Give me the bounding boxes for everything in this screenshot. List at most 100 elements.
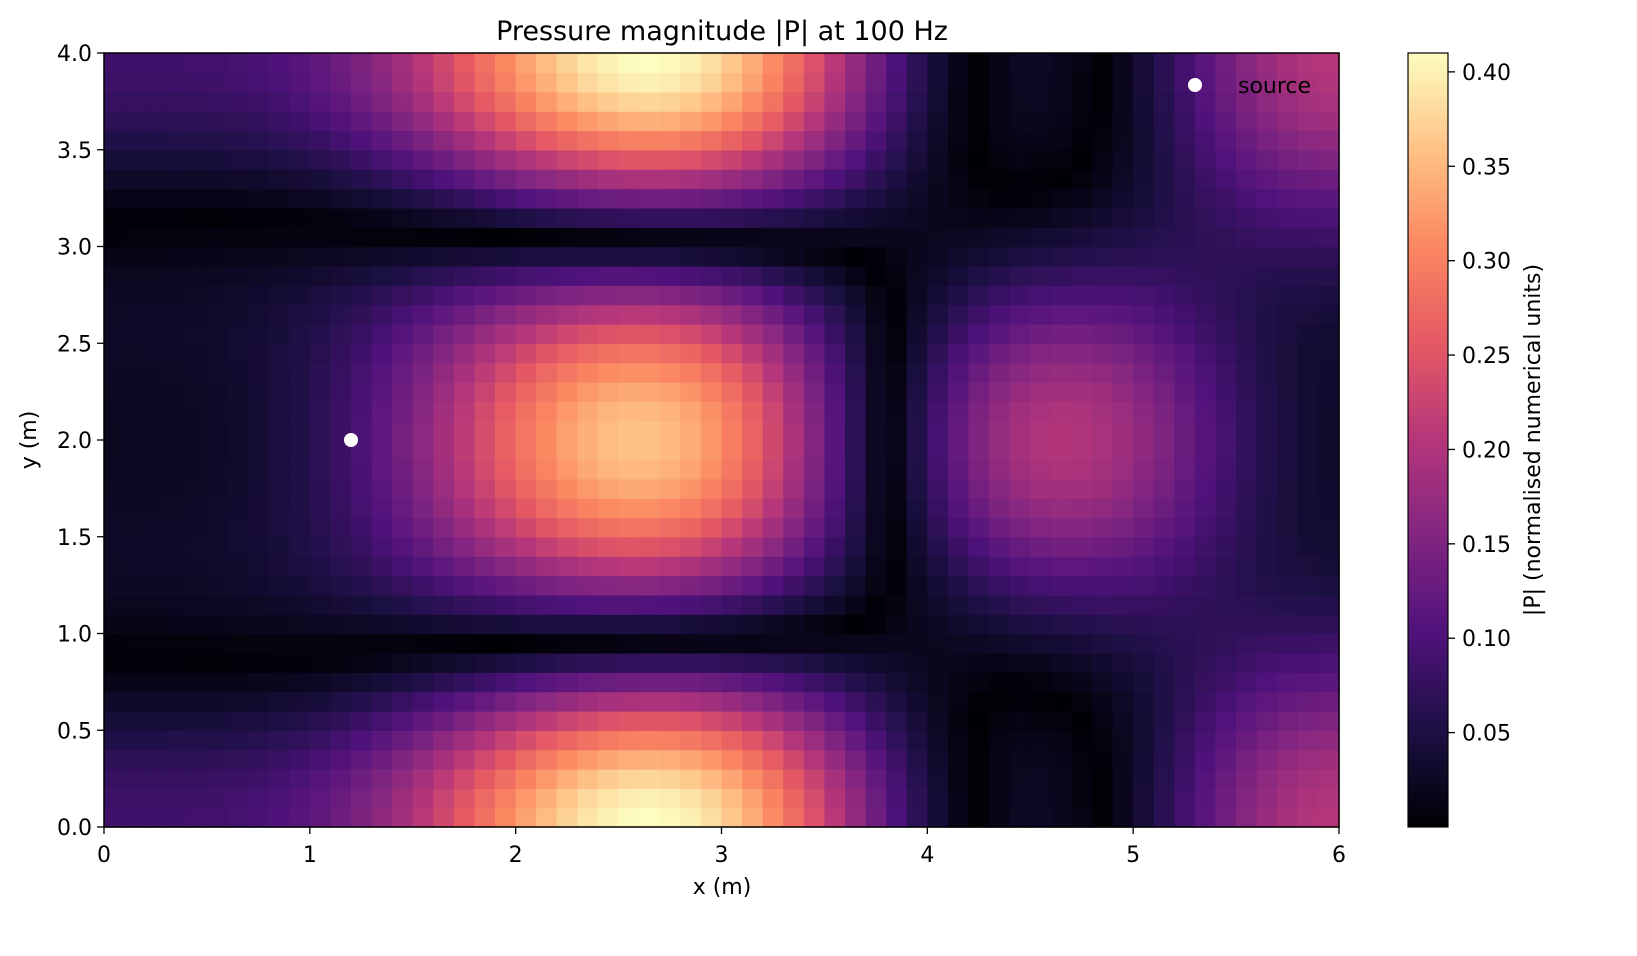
heatmap-cell: [309, 420, 332, 441]
heatmap-cell: [1092, 614, 1114, 635]
heatmap-cell: [639, 517, 661, 538]
heatmap-cell: [886, 652, 908, 673]
heatmap-cell: [309, 536, 332, 557]
heatmap-cell: [865, 362, 887, 383]
heatmap-cell: [1236, 111, 1258, 132]
heatmap-cell: [1153, 768, 1176, 789]
heatmap-cell: [227, 556, 249, 577]
heatmap-cell: [474, 498, 496, 519]
heatmap-cell: [495, 227, 517, 248]
heatmap-cell: [289, 556, 311, 577]
heatmap-cell: [742, 730, 764, 751]
heatmap-cell: [227, 478, 249, 499]
heatmap-cell: [618, 691, 640, 712]
heatmap-cell: [104, 536, 126, 557]
heatmap-cell: [495, 440, 517, 461]
heatmap-cell: [145, 91, 167, 112]
heatmap-cell: [1236, 517, 1258, 538]
heatmap-cell: [289, 381, 311, 402]
heatmap-cell: [351, 265, 373, 286]
heatmap-cell: [124, 498, 146, 519]
heatmap-cell: [1009, 440, 1031, 461]
heatmap-cell: [1133, 401, 1155, 422]
heatmap-cell: [433, 149, 455, 170]
heatmap-cell: [927, 536, 949, 557]
heatmap-cell: [248, 227, 270, 248]
heatmap-cell: [577, 169, 599, 190]
heatmap-cell: [803, 710, 826, 731]
heatmap-cell: [412, 207, 435, 228]
heatmap-cell: [1030, 536, 1052, 557]
heatmap-cell: [1153, 710, 1176, 731]
heatmap-cell: [186, 227, 208, 248]
heatmap-cell: [700, 149, 723, 170]
heatmap-cell: [1174, 188, 1196, 209]
heatmap-cell: [145, 304, 167, 325]
heatmap-cell: [556, 111, 579, 132]
heatmap-cell: [1318, 246, 1340, 267]
heatmap-cell: [1215, 536, 1237, 557]
heatmap-cell: [351, 246, 373, 267]
heatmap-cell: [989, 265, 1011, 286]
heatmap-cell: [639, 420, 661, 441]
heatmap-cell: [206, 672, 229, 693]
heatmap-cell: [1050, 111, 1073, 132]
heatmap-cell: [1009, 323, 1031, 344]
heatmap-cell: [968, 652, 990, 673]
heatmap-cell: [659, 730, 682, 751]
heatmap-cell: [783, 498, 805, 519]
heatmap-cell: [1297, 149, 1320, 170]
heatmap-cell: [577, 691, 599, 712]
heatmap-cell: [1297, 807, 1320, 828]
heatmap-cell: [145, 285, 167, 306]
heatmap-cell: [906, 207, 929, 228]
heatmap-cell: [1133, 633, 1155, 654]
heatmap-cell: [1215, 614, 1237, 635]
heatmap-cell: [145, 498, 167, 519]
heatmap-cell: [680, 788, 702, 809]
heatmap-cell: [598, 227, 620, 248]
heatmap-cell: [145, 53, 167, 74]
heatmap-cell: [1030, 768, 1052, 789]
heatmap-cell: [577, 807, 599, 828]
heatmap-cell: [186, 536, 208, 557]
heatmap-cell: [1112, 401, 1134, 422]
heatmap-cell: [186, 440, 208, 461]
heatmap-cell: [1133, 381, 1155, 402]
heatmap-cell: [536, 227, 558, 248]
heatmap-cell: [1050, 207, 1073, 228]
heatmap-cell: [865, 478, 887, 499]
heatmap-cell: [206, 285, 229, 306]
heatmap-cell: [453, 72, 476, 93]
heatmap-cell: [1236, 246, 1258, 267]
heatmap-cell: [1194, 710, 1217, 731]
heatmap-cell: [1030, 498, 1052, 519]
heatmap-cell: [1153, 401, 1176, 422]
heatmap-cell: [742, 498, 764, 519]
heatmap-cell: [639, 536, 661, 557]
heatmap-cell: [351, 633, 373, 654]
heatmap-cell: [433, 246, 455, 267]
heatmap-cell: [824, 53, 846, 74]
heatmap-cell: [309, 304, 332, 325]
heatmap-cell: [165, 343, 188, 364]
heatmap-cell: [104, 459, 126, 480]
heatmap-cell: [433, 633, 455, 654]
heatmap-cell: [330, 304, 352, 325]
heatmap-cell: [1009, 730, 1031, 751]
heatmap-cell: [1174, 362, 1196, 383]
heatmap-cell: [1071, 440, 1093, 461]
heatmap-cell: [227, 652, 249, 673]
heatmap-cell: [577, 575, 599, 596]
heatmap-cell: [248, 362, 270, 383]
heatmap-cell: [227, 788, 249, 809]
heatmap-cell: [598, 304, 620, 325]
heatmap-cell: [659, 691, 682, 712]
heatmap-cell: [700, 111, 723, 132]
heatmap-cell: [598, 343, 620, 364]
heatmap-cell: [700, 556, 723, 577]
heatmap-cell: [639, 246, 661, 267]
heatmap-cell: [1297, 730, 1320, 751]
heatmap-cell: [803, 498, 826, 519]
heatmap-cell: [680, 498, 702, 519]
